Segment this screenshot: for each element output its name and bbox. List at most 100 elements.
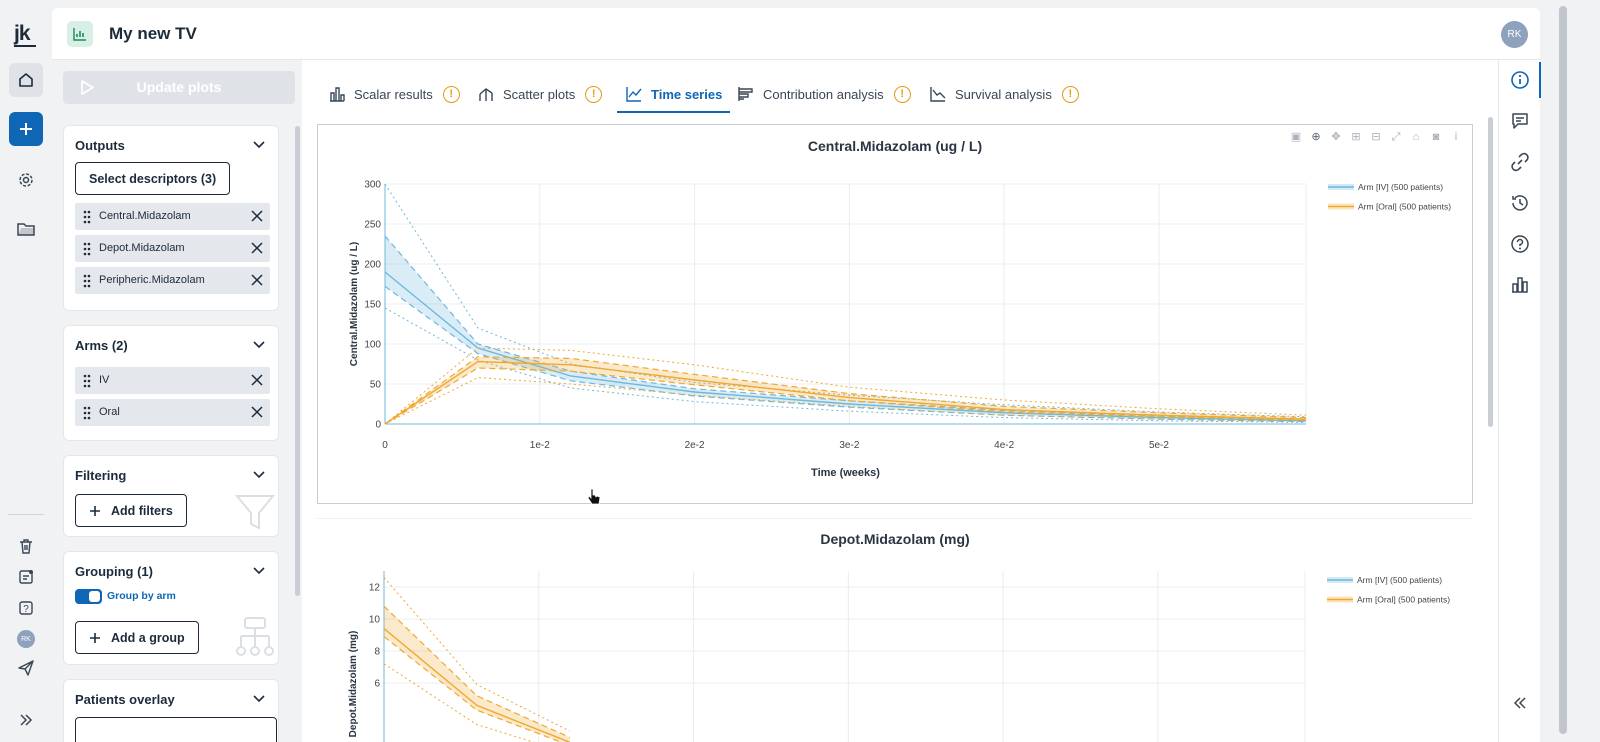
snapshot-icon[interactable]: ◙: [1432, 131, 1440, 143]
comments-button[interactable]: [1510, 111, 1530, 131]
notes-icon: [19, 570, 33, 584]
drag-handle-icon[interactable]: [83, 406, 91, 420]
bar-chart-icon: [1512, 277, 1528, 293]
tab-time-series[interactable]: Time series: [616, 75, 731, 113]
send-button[interactable]: [9, 651, 43, 685]
chevron-down-icon[interactable]: [252, 140, 266, 150]
tab-survival-analysis[interactable]: Survival analysis !: [929, 75, 1079, 113]
help-panel-button[interactable]: [1510, 234, 1530, 254]
y-tick-label: 8: [374, 647, 380, 658]
y-axis-label: Central.Midazolam (ug / L): [349, 242, 360, 366]
active-indicator: [1539, 62, 1541, 98]
x-tick-label: 1e-2: [530, 440, 550, 451]
chevron-down-icon[interactable]: [252, 340, 266, 350]
series-band: [385, 356, 1306, 424]
link-icon: [1511, 152, 1529, 172]
info-button[interactable]: [1510, 70, 1530, 90]
series-quantile-line: [384, 367, 1307, 425]
chevron-down-icon[interactable]: [252, 694, 266, 704]
info-small-icon[interactable]: i: [1454, 131, 1458, 143]
legend-label: Arm [IV] (500 patients): [1358, 182, 1443, 192]
series-quantile-line: [384, 356, 1307, 425]
tab-label: Scalar results: [354, 86, 433, 102]
drag-handle-icon[interactable]: [83, 274, 91, 288]
y-tick-label: 12: [369, 583, 381, 594]
hierarchy-icon: [236, 617, 274, 656]
user-avatar-button[interactable]: RK: [9, 622, 43, 656]
collapse-panel-button[interactable]: [1510, 693, 1530, 713]
y-axis-label: Depot.Midazolam (mg): [348, 631, 359, 738]
output-chip: Central.Midazolam: [75, 203, 270, 230]
autoscale-icon[interactable]: ⤢: [1391, 131, 1401, 143]
series-median-line: [383, 628, 571, 742]
series-range-line: [384, 347, 1307, 425]
patients-overlay-title: Patients overlay: [75, 692, 175, 707]
settings-button[interactable]: [9, 163, 43, 197]
links-button[interactable]: [1510, 152, 1530, 172]
select-descriptors-button[interactable]: Select descriptors (3): [75, 162, 231, 195]
plots-scrollbar[interactable]: [1488, 117, 1493, 427]
tab-scalar-results[interactable]: Scalar results !: [328, 75, 460, 113]
warning-icon[interactable]: !: [442, 85, 460, 103]
patients-overlay-button[interactable]: [75, 717, 277, 742]
panel-scrollbar[interactable]: [295, 126, 300, 596]
plot-central-midazolam: ▣ ⊕ ✥ ⊞ ⊟ ⤢ ⌂ ◙ i Central.Midazolam (ug …: [317, 124, 1473, 504]
legend-label: Arm [Oral] (500 patients): [1358, 202, 1451, 212]
drag-handle-icon[interactable]: [83, 242, 91, 256]
plus-icon: [90, 632, 100, 643]
double-chevron-left-icon: [1513, 697, 1526, 709]
chart-svg[interactable]: 6 8 10 12 Depot.Midazolam (mg) Arm [IV] (500 …: [317, 519, 1473, 742]
zoom-icon[interactable]: ⊕: [1311, 131, 1321, 143]
close-icon[interactable]: [250, 273, 264, 287]
notes-button[interactable]: [9, 560, 43, 594]
series-band: [384, 606, 570, 742]
close-icon[interactable]: [250, 405, 264, 419]
expand-rail-button[interactable]: [9, 703, 43, 737]
line-chart-icon: [626, 87, 642, 102]
chevron-down-icon[interactable]: [252, 470, 266, 480]
user-avatar[interactable]: RK: [1501, 21, 1528, 48]
tab-label: Survival analysis: [955, 86, 1052, 102]
zoom-out-icon[interactable]: ⊟: [1371, 131, 1381, 143]
create-button[interactable]: [9, 112, 43, 146]
warning-icon[interactable]: !: [893, 85, 911, 103]
window-scrollbar-thumb[interactable]: [1559, 6, 1567, 734]
trash-button[interactable]: [9, 529, 43, 563]
zoom-in-icon[interactable]: ⊞: [1351, 131, 1361, 143]
hand-cursor-icon: [587, 488, 601, 505]
chart-svg[interactable]: 0 50 100 150 200 250 300 0 1e-2 2e-2 3e-2 4e-2 5e-2 T…: [318, 125, 1474, 503]
drag-handle-icon[interactable]: [83, 374, 91, 388]
y-tick-label: 6: [374, 679, 380, 690]
output-chip-label: Central.Midazolam: [99, 210, 191, 222]
reset-home-icon[interactable]: ⌂: [1412, 131, 1420, 143]
update-plots-button[interactable]: Update plots: [63, 71, 295, 104]
drag-handle-icon[interactable]: [83, 210, 91, 224]
tab-scatter-plots[interactable]: Scatter plots !: [477, 75, 603, 113]
close-icon[interactable]: [250, 209, 264, 223]
add-group-button[interactable]: Add a group: [75, 621, 199, 654]
app-logo[interactable]: jk: [14, 22, 30, 45]
chevron-down-icon[interactable]: [252, 566, 266, 576]
close-icon[interactable]: [250, 373, 264, 387]
question-icon: [1511, 235, 1529, 253]
page-title[interactable]: My new TV: [109, 24, 197, 43]
rail-separator: [8, 514, 44, 515]
warning-icon[interactable]: !: [585, 85, 603, 103]
history-button[interactable]: [1510, 193, 1530, 213]
right-rail: [1498, 60, 1541, 742]
folder-button[interactable]: [9, 212, 43, 246]
pan-icon[interactable]: ✥: [1331, 131, 1341, 143]
home-button[interactable]: [9, 63, 43, 97]
add-filters-button[interactable]: Add filters: [75, 494, 187, 527]
help-button[interactable]: ?: [9, 591, 43, 625]
camera-icon[interactable]: ▣: [1290, 131, 1302, 143]
window-scrollbar[interactable]: [1547, 0, 1600, 742]
tab-contribution-analysis[interactable]: Contribution analysis !: [737, 75, 911, 113]
series-range-line: [384, 183, 1307, 418]
plot-depot-midazolam: Depot.Midazolam (mg) 6 8 10 12 Depot.Midazol…: [317, 518, 1473, 742]
close-icon[interactable]: [250, 241, 264, 255]
output-chip: Depot.Midazolam: [75, 235, 270, 262]
group-by-arm-toggle[interactable]: [75, 589, 102, 604]
stats-button[interactable]: [1510, 275, 1530, 295]
warning-icon[interactable]: !: [1061, 85, 1079, 103]
